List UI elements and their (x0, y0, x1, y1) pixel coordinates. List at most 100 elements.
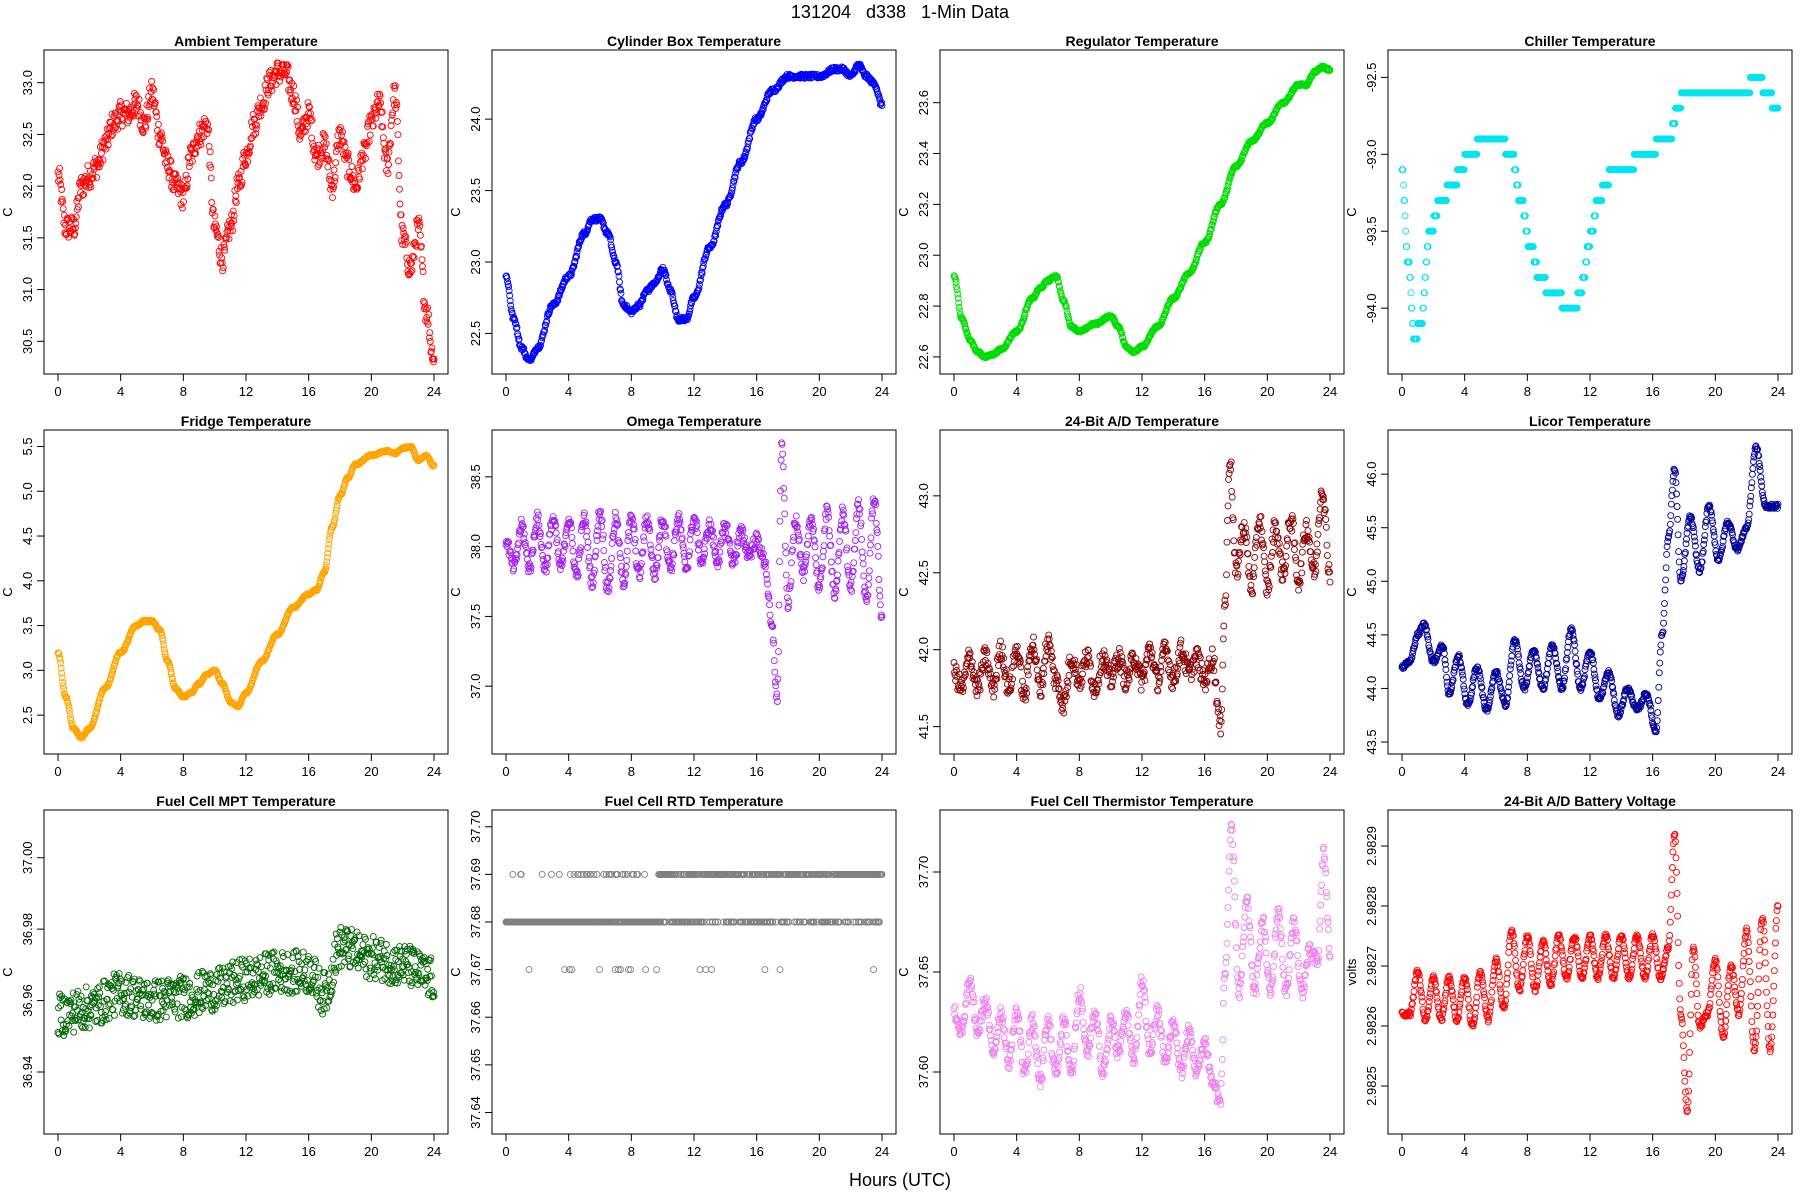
data-point (410, 254, 418, 262)
data-point (125, 117, 133, 125)
data-point (419, 263, 426, 270)
x-tick-label: 0 (950, 384, 957, 399)
x-tick-label: 12 (239, 764, 253, 779)
data-point (379, 123, 387, 131)
data-point (1400, 181, 1408, 189)
data-point (776, 558, 783, 566)
data-points (502, 60, 886, 364)
data-point (56, 164, 64, 172)
data-point (426, 338, 434, 345)
data-point (852, 529, 860, 537)
chart-title: Fridge Temperature (181, 413, 312, 429)
x-tick-label: 20 (1708, 384, 1722, 399)
data-point (137, 109, 145, 117)
data-point (387, 140, 395, 148)
data-point (640, 537, 648, 545)
data-point (230, 217, 238, 225)
data-point (314, 163, 322, 171)
data-point (867, 534, 875, 542)
data-point (225, 235, 233, 243)
data-point (867, 541, 874, 549)
data-point (232, 199, 240, 207)
data-point (702, 251, 710, 258)
data-point (427, 348, 435, 356)
data-point (1407, 289, 1415, 297)
data-point (1085, 653, 1093, 660)
data-point (382, 148, 390, 156)
data-point (59, 198, 67, 206)
y-tick-label: 42.5 (916, 560, 931, 585)
data-point (990, 693, 998, 701)
data-point (321, 143, 329, 151)
data-point (99, 156, 107, 164)
data-point (308, 116, 316, 124)
data-point (862, 74, 870, 82)
data-point (730, 177, 737, 185)
data-point (403, 260, 411, 268)
y-axis-label: C (0, 587, 15, 596)
data-point (878, 102, 886, 110)
data-point (282, 70, 289, 78)
data-point (275, 69, 283, 77)
data-point (101, 143, 108, 151)
data-point (220, 243, 228, 251)
data-point (252, 125, 260, 133)
data-point (875, 586, 883, 594)
data-point (158, 133, 166, 141)
x-tick-label: 20 (364, 764, 378, 779)
page-title: 131204 d338 1-Min Data (790, 2, 1010, 22)
data-point (973, 692, 981, 700)
x-tick-label: 8 (1076, 384, 1083, 399)
data-point (859, 554, 867, 562)
y-tick-label: -94.0 (1364, 293, 1379, 323)
data-point (617, 554, 624, 562)
data-point (617, 289, 625, 297)
data-point (336, 123, 344, 131)
data-point (400, 229, 408, 237)
data-point (398, 222, 406, 229)
data-point (859, 560, 867, 568)
data-point (183, 182, 191, 190)
data-point (782, 571, 790, 579)
data-point (518, 343, 526, 351)
data-point (154, 120, 162, 128)
data-point (505, 287, 513, 295)
data-point (766, 611, 774, 619)
data-point (1008, 663, 1016, 671)
y-tick-label: -93.0 (1364, 139, 1379, 169)
data-point (293, 96, 300, 104)
data-point (428, 344, 436, 352)
data-point (329, 194, 336, 202)
data-point (503, 274, 511, 282)
data-point (306, 103, 313, 111)
data-point (539, 331, 547, 339)
data-point (272, 81, 280, 89)
data-point (396, 200, 404, 208)
data-point (348, 163, 356, 170)
data-point (779, 463, 787, 471)
data-point (266, 72, 274, 80)
data-point (388, 111, 396, 119)
data-point (286, 76, 294, 84)
data-point (339, 128, 346, 136)
data-point (671, 307, 679, 315)
data-point (385, 148, 393, 156)
data-point (332, 159, 340, 167)
data-point (149, 84, 157, 92)
data-point (697, 276, 704, 284)
data-point (412, 242, 420, 250)
data-point (773, 698, 781, 705)
data-point (409, 252, 417, 260)
data-point (380, 154, 388, 162)
data-point (207, 163, 215, 171)
data-point (399, 240, 407, 248)
x-tick-label: 0 (54, 384, 61, 399)
data-point (377, 99, 385, 107)
data-point (349, 171, 357, 179)
x-tick-label: 16 (1197, 384, 1211, 399)
data-point (875, 576, 883, 583)
data-point (617, 286, 624, 294)
data-point (632, 547, 640, 555)
data-point (239, 155, 247, 163)
